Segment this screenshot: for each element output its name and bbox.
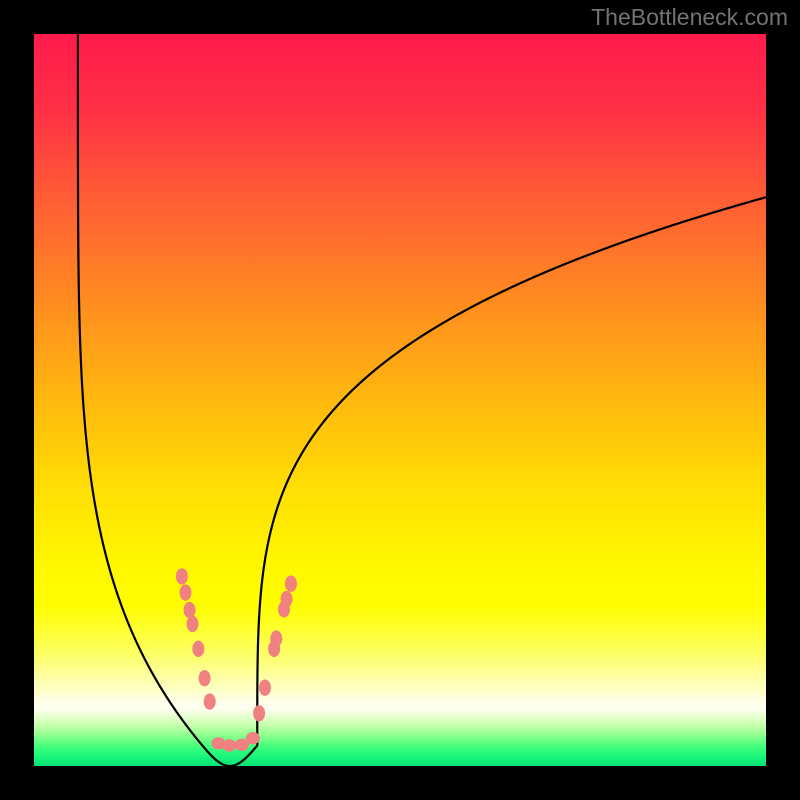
data-marker — [246, 732, 260, 744]
chart-svg — [0, 0, 800, 800]
data-marker — [186, 616, 198, 632]
data-marker — [222, 739, 236, 751]
data-marker — [270, 630, 282, 646]
data-marker — [281, 591, 293, 607]
data-marker — [180, 584, 192, 600]
data-marker — [184, 602, 196, 618]
data-marker — [285, 576, 297, 592]
bottleneck-curve — [78, 34, 766, 766]
data-marker — [176, 568, 188, 584]
data-marker — [199, 670, 211, 686]
watermark-text: TheBottleneck.com — [591, 4, 788, 31]
data-marker — [253, 705, 265, 721]
data-marker — [259, 679, 271, 695]
data-marker — [204, 693, 216, 709]
data-marker — [192, 641, 204, 657]
